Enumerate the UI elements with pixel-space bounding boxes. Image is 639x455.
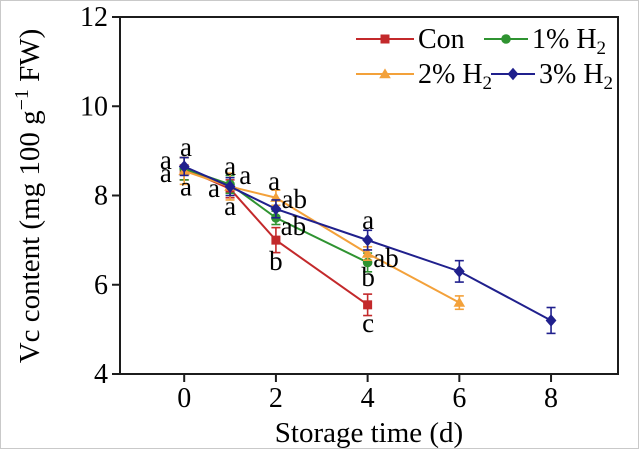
series-2h [178,156,466,311]
series-marker [224,180,236,193]
significance-letter: ab [281,211,306,241]
legend-marker [379,68,391,79]
y-tick-label: 6 [94,270,108,301]
series-marker [453,297,466,307]
series-marker [271,235,281,245]
legend-label: 2% H2 [418,59,492,94]
series-marker [362,233,374,247]
significance-letter: a [208,173,220,203]
legend-label: 1% H2 [532,24,606,59]
x-tick-label: 6 [452,383,466,414]
x-axis-title: Storage time (d) [275,417,463,449]
legend-item: 2% H2 [356,59,492,94]
significance-letter: a [362,205,374,235]
series-marker [178,160,190,173]
significance-letter: a [160,158,172,188]
legend-label: Con [418,24,465,55]
series-line [183,165,552,322]
series-marker [545,314,557,327]
legend-marker [501,34,511,44]
series-3h [178,156,557,335]
series-marker [361,247,374,258]
significance-letter: a [268,166,280,196]
y-axis-title: Vc content (mg 100 g−1 FW) [11,29,46,364]
significance-letter: a [180,132,192,162]
legend-item: 1% H2 [484,24,606,59]
legend-item: Con [356,24,465,55]
x-tick-label: 0 [177,383,191,414]
significance-letter: c [362,308,374,338]
legend-item: 3% H2 [491,59,613,94]
x-tick-label: 4 [361,383,375,414]
significance-letter: b [269,246,283,276]
legend-label: 3% H2 [539,59,613,94]
y-tick-label: 4 [94,359,108,390]
x-tick-label: 2 [269,383,283,414]
legend: Con 1% H2 2% H2 3% H2 [356,24,613,94]
significance-letter: ab [282,184,307,214]
significance-letter: b [361,262,375,292]
significance-letter: a [180,171,192,201]
x-tick-label: 8 [544,383,558,414]
significance-letter: a [160,145,172,175]
legend-marker [380,34,390,44]
y-tick-label: 12 [80,2,108,33]
series-marker [363,300,373,310]
legend-marker [507,67,519,81]
series-marker [453,265,465,278]
y-tick-label: 10 [80,91,108,122]
y-tick-label: 8 [94,181,108,212]
series-marker [270,202,282,216]
significance-letter: a [224,191,236,221]
significance-letter: a [239,160,251,190]
significance-letter: a [224,151,236,181]
significance-letter: ab [373,243,398,273]
